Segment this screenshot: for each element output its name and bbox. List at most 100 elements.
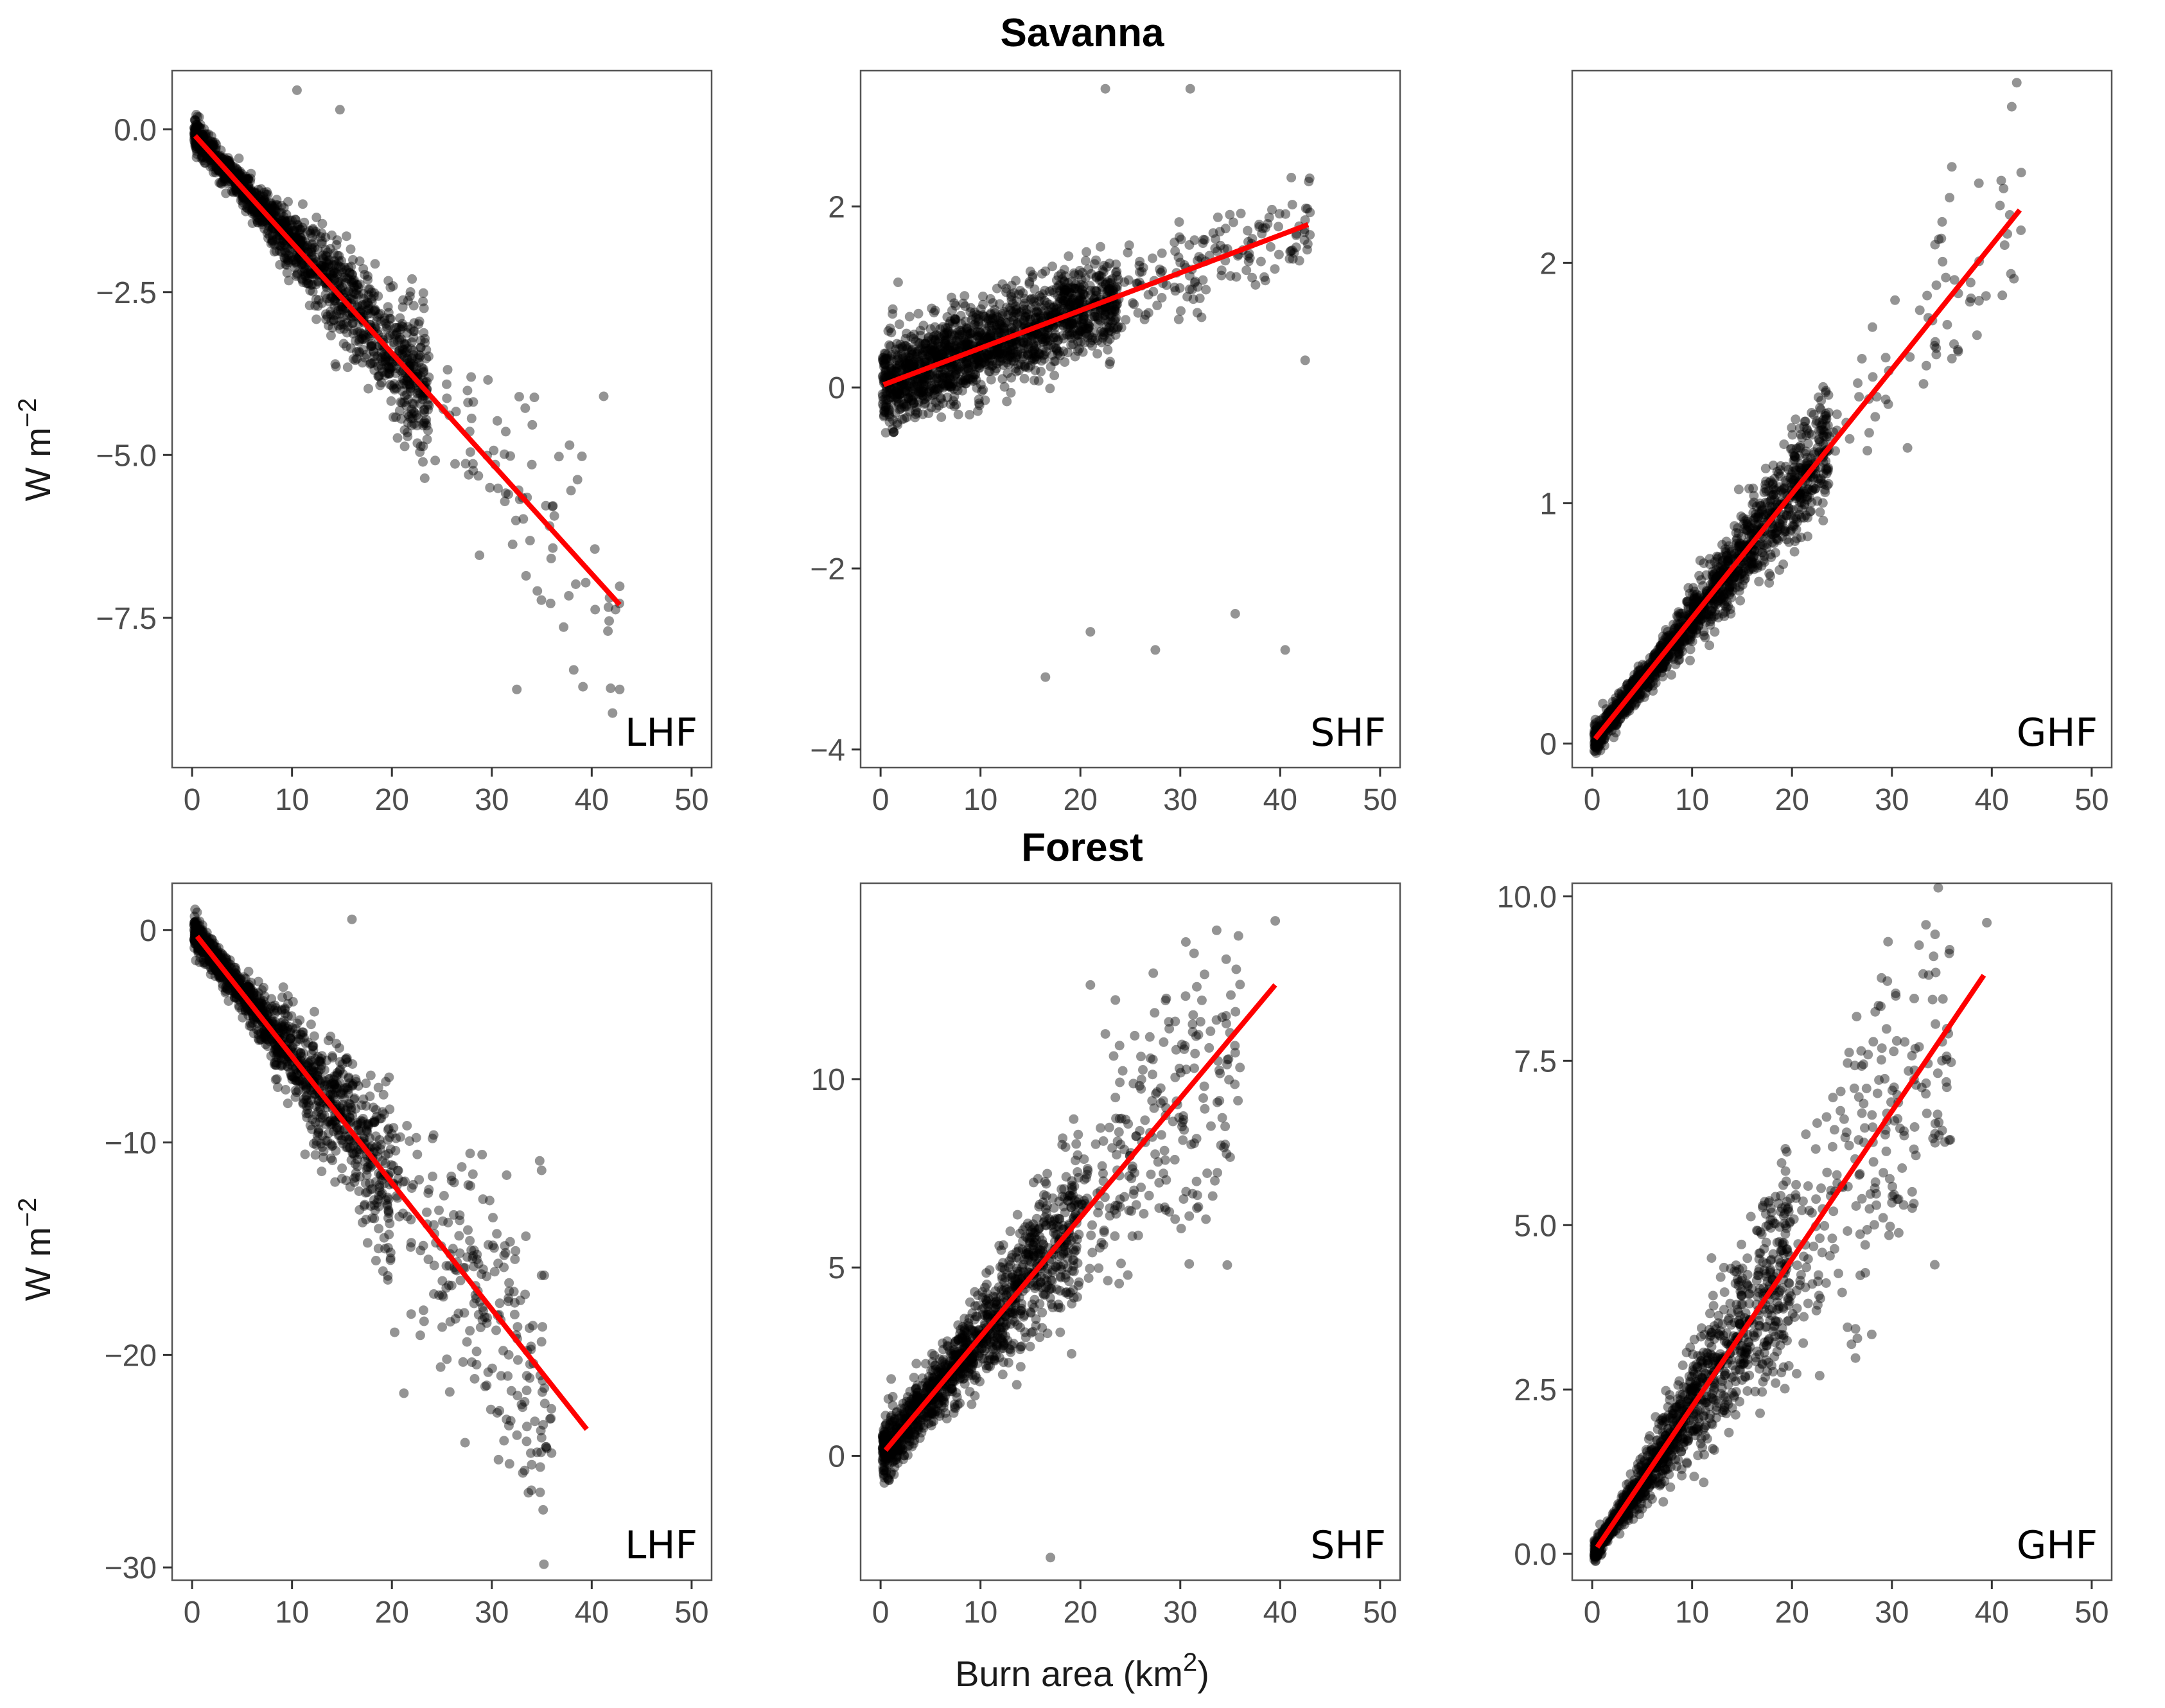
scatter-point — [391, 383, 401, 393]
scatter-point — [521, 570, 531, 581]
scatter-point — [577, 451, 587, 461]
scatter-point — [1128, 298, 1138, 308]
scatter-point — [1049, 333, 1059, 343]
scatter-point — [927, 346, 937, 356]
scatter-point — [914, 357, 924, 366]
scatter-point — [1062, 283, 1073, 293]
scatter-point — [302, 276, 312, 285]
scatter-point — [990, 349, 999, 359]
scatter-point — [1821, 387, 1831, 398]
scatter-point — [1071, 297, 1081, 308]
scatter-point-outlier — [615, 684, 625, 694]
scatter-point — [1092, 335, 1103, 346]
scatter-point — [967, 374, 977, 385]
scatter-point — [1053, 271, 1064, 281]
row-title-savanna: Savanna — [1000, 11, 1164, 55]
scatter-point — [1003, 348, 1013, 358]
scatter-point — [376, 360, 386, 370]
scatter-point — [290, 263, 300, 273]
scatter-point — [935, 324, 945, 334]
scatter-point — [1791, 414, 1801, 425]
scatter-point — [200, 158, 210, 168]
scatter-point — [997, 279, 1008, 289]
scatter-point — [326, 306, 335, 317]
scatter-point — [939, 364, 949, 374]
scatter-point — [1096, 242, 1105, 252]
scatter-point — [1076, 316, 1087, 326]
scatter-point — [398, 322, 408, 332]
scatter-point — [902, 400, 912, 410]
scatter-point — [1030, 375, 1039, 385]
scatter-point — [1065, 321, 1075, 331]
scatter-point — [405, 382, 416, 392]
scatter-point — [1795, 495, 1805, 505]
scatter-point — [265, 198, 276, 209]
scatter-point — [880, 388, 890, 398]
scatter-point — [907, 362, 917, 373]
scatter-point — [925, 324, 936, 334]
scatter-point — [1201, 285, 1211, 295]
scatter-point — [328, 260, 338, 270]
scatter-point — [1265, 242, 1275, 252]
scatter-point — [1070, 283, 1080, 294]
x-tick-label: 0 — [184, 783, 201, 817]
scatter-point — [951, 301, 961, 311]
scatter-point — [344, 263, 354, 273]
scatter-point — [894, 357, 904, 367]
scatter-point — [366, 339, 376, 349]
scatter-point — [1078, 324, 1088, 335]
scatter-point — [1592, 745, 1602, 755]
scatter-point — [881, 367, 891, 378]
scatter-point — [974, 363, 984, 373]
scatter-point — [292, 220, 302, 229]
scatter-point — [918, 339, 929, 349]
scatter-point — [965, 329, 976, 339]
scatter-point — [281, 209, 292, 220]
scatter-point — [1800, 416, 1810, 427]
scatter-point — [879, 394, 888, 405]
scatter-point — [259, 194, 270, 204]
scatter-point — [1071, 279, 1081, 290]
scatter-point — [360, 270, 370, 280]
scatter-point — [999, 307, 1009, 317]
scatter-point — [918, 394, 928, 405]
scatter-point — [220, 173, 230, 183]
scatter-point — [263, 233, 273, 243]
scatter-point — [1729, 572, 1739, 583]
scatter-point — [243, 175, 253, 185]
scatter-point — [1070, 331, 1080, 341]
scatter-point — [997, 345, 1007, 355]
scatter-point — [367, 294, 377, 304]
scatter-point — [945, 374, 956, 385]
scatter-point — [1113, 321, 1123, 331]
scatter-point — [370, 306, 380, 315]
scatter-point — [1077, 322, 1087, 332]
scatter-point — [1098, 328, 1109, 337]
scatter-point — [290, 215, 301, 225]
scatter-point — [308, 224, 318, 234]
scatter-point — [1065, 297, 1076, 308]
scatter-point — [919, 358, 929, 368]
scatter-point — [499, 449, 509, 459]
scatter-point — [1084, 330, 1094, 340]
scatter-point — [891, 387, 901, 397]
scatter-point — [322, 251, 332, 261]
scatter-point — [193, 121, 203, 131]
scatter-point — [891, 363, 901, 373]
scatter-point — [1013, 289, 1024, 299]
scatter-point — [392, 322, 401, 333]
scatter-point — [367, 340, 376, 351]
scatter-point — [1003, 345, 1013, 355]
scatter-point — [986, 346, 997, 357]
scatter-point — [362, 305, 371, 315]
scatter-point — [300, 265, 310, 275]
scatter-point-outlier — [335, 105, 345, 115]
scatter-point — [231, 186, 241, 197]
scatter-point — [352, 347, 362, 357]
scatter-point — [392, 337, 403, 347]
scatter-point — [989, 349, 999, 360]
scatter-point — [1065, 301, 1075, 310]
scatter-point — [1023, 310, 1033, 320]
scatter-point — [1029, 343, 1039, 353]
scatter-point — [380, 370, 390, 380]
